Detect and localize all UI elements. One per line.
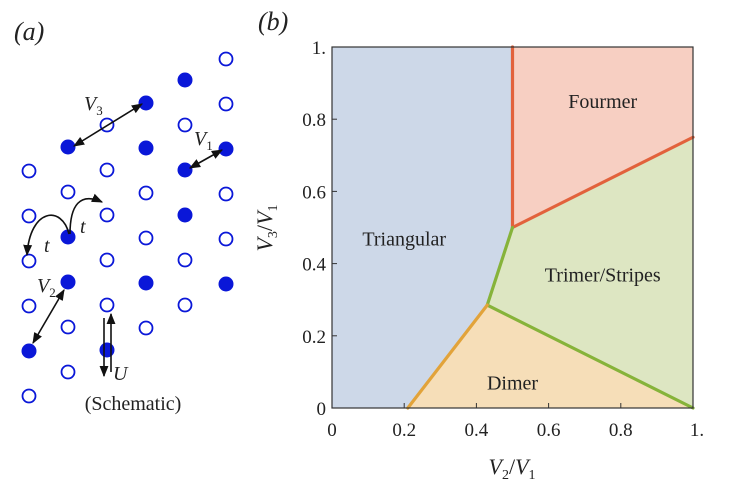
empty-site [99, 162, 115, 178]
empty-site [60, 364, 76, 380]
empty-site [177, 117, 193, 133]
empty-site [218, 51, 234, 67]
panel-b-label: (b) [258, 7, 288, 36]
empty-site [177, 252, 193, 268]
empty-site [218, 231, 234, 247]
boundary-line [510, 135, 695, 230]
y-tick-label: 0.4 [302, 255, 326, 276]
region-label: Trimer/Stripes [545, 264, 661, 286]
empty-site [138, 185, 154, 201]
occupied-site [218, 276, 234, 292]
occupied-site [99, 342, 115, 358]
occupied-site [138, 275, 154, 291]
occupied-site [138, 95, 154, 111]
y-tick-label: 0.2 [302, 327, 326, 348]
u-label: U [113, 363, 129, 385]
lattice-sites [21, 51, 234, 404]
empty-site [60, 184, 76, 200]
boundary-line [406, 303, 489, 410]
y-tick-label: 0.8 [302, 110, 326, 131]
empty-site [138, 230, 154, 246]
v3-arrow [73, 103, 143, 147]
schematic-caption: (Schematic) [85, 393, 182, 415]
v1-label: V1 [194, 128, 213, 153]
x-tick-label: 0.6 [537, 420, 561, 441]
region-label: Fourmer [568, 91, 637, 113]
hop-arrow-left [23, 214, 70, 257]
y-tick-label: 0.6 [302, 182, 326, 203]
plot-frame [331, 46, 694, 409]
empty-site [21, 298, 37, 314]
v1-arrow [189, 149, 223, 169]
empty-site [177, 297, 193, 313]
y-tick-label: 1. [312, 38, 326, 59]
empty-site [99, 297, 115, 313]
region-label: Triangular [362, 228, 446, 250]
occupied-site [21, 343, 37, 359]
occupied-site [177, 207, 193, 223]
x-axis-label: V2/V1 [488, 454, 535, 483]
boundary-line [485, 303, 695, 410]
region-fourmer [512, 47, 693, 228]
region-dimer [407, 305, 693, 408]
hop-arrow-right [69, 193, 104, 235]
empty-site [138, 320, 154, 336]
empty-site [21, 163, 37, 179]
x-tick-label: 1. [690, 420, 704, 441]
x-tick-label: 0 [327, 420, 337, 441]
occupied-site [138, 140, 154, 156]
phase-boundaries [406, 45, 695, 410]
empty-site [99, 252, 115, 268]
panel-b-phase-diagram: (b) 0 0.2 0.4 0.6 0.8 1. 0 0.2 0.4 0.6 0.8 1. Trian… [252, 7, 704, 483]
empty-site [21, 208, 37, 224]
boundary-line [485, 225, 515, 307]
panel-a-lattice: (a) V3 V1 V2 t t U (Schematic) [14, 17, 234, 415]
region-labels: Triangular Fourmer Trimer/Stripes Dimer [362, 91, 661, 395]
hopping-t-label: t [80, 216, 86, 238]
hopping-t-label: t [44, 235, 50, 257]
occupied-site [60, 229, 76, 245]
region-label: Dimer [487, 373, 538, 395]
empty-site [218, 96, 234, 112]
occupied-site [177, 72, 193, 88]
v3-label: V3 [84, 93, 103, 118]
v2-label: V2 [37, 275, 56, 300]
region-triangular [332, 47, 513, 408]
occupied-site [218, 141, 234, 157]
occupied-site [60, 139, 76, 155]
empty-site [60, 319, 76, 335]
phase-regions [332, 47, 693, 408]
empty-site [21, 253, 37, 269]
v2-arrow [32, 289, 65, 344]
x-tick-label: 0.4 [465, 420, 489, 441]
y-axis-label: V3/V1 [252, 204, 281, 251]
x-tick-label: 0.8 [609, 420, 633, 441]
empty-site [218, 186, 234, 202]
panel-a-label: (a) [14, 17, 44, 46]
region-trimer-stripes [487, 137, 693, 408]
empty-site [99, 207, 115, 223]
empty-site [21, 388, 37, 404]
y-tick-label: 0 [317, 399, 327, 420]
occupied-site [60, 274, 76, 290]
x-tick-label: 0.2 [392, 420, 416, 441]
occupied-site [177, 162, 193, 178]
axis-ticks: 0 0.2 0.4 0.6 0.8 1. 0 0.2 0.4 0.6 0.8 1. [302, 38, 704, 441]
